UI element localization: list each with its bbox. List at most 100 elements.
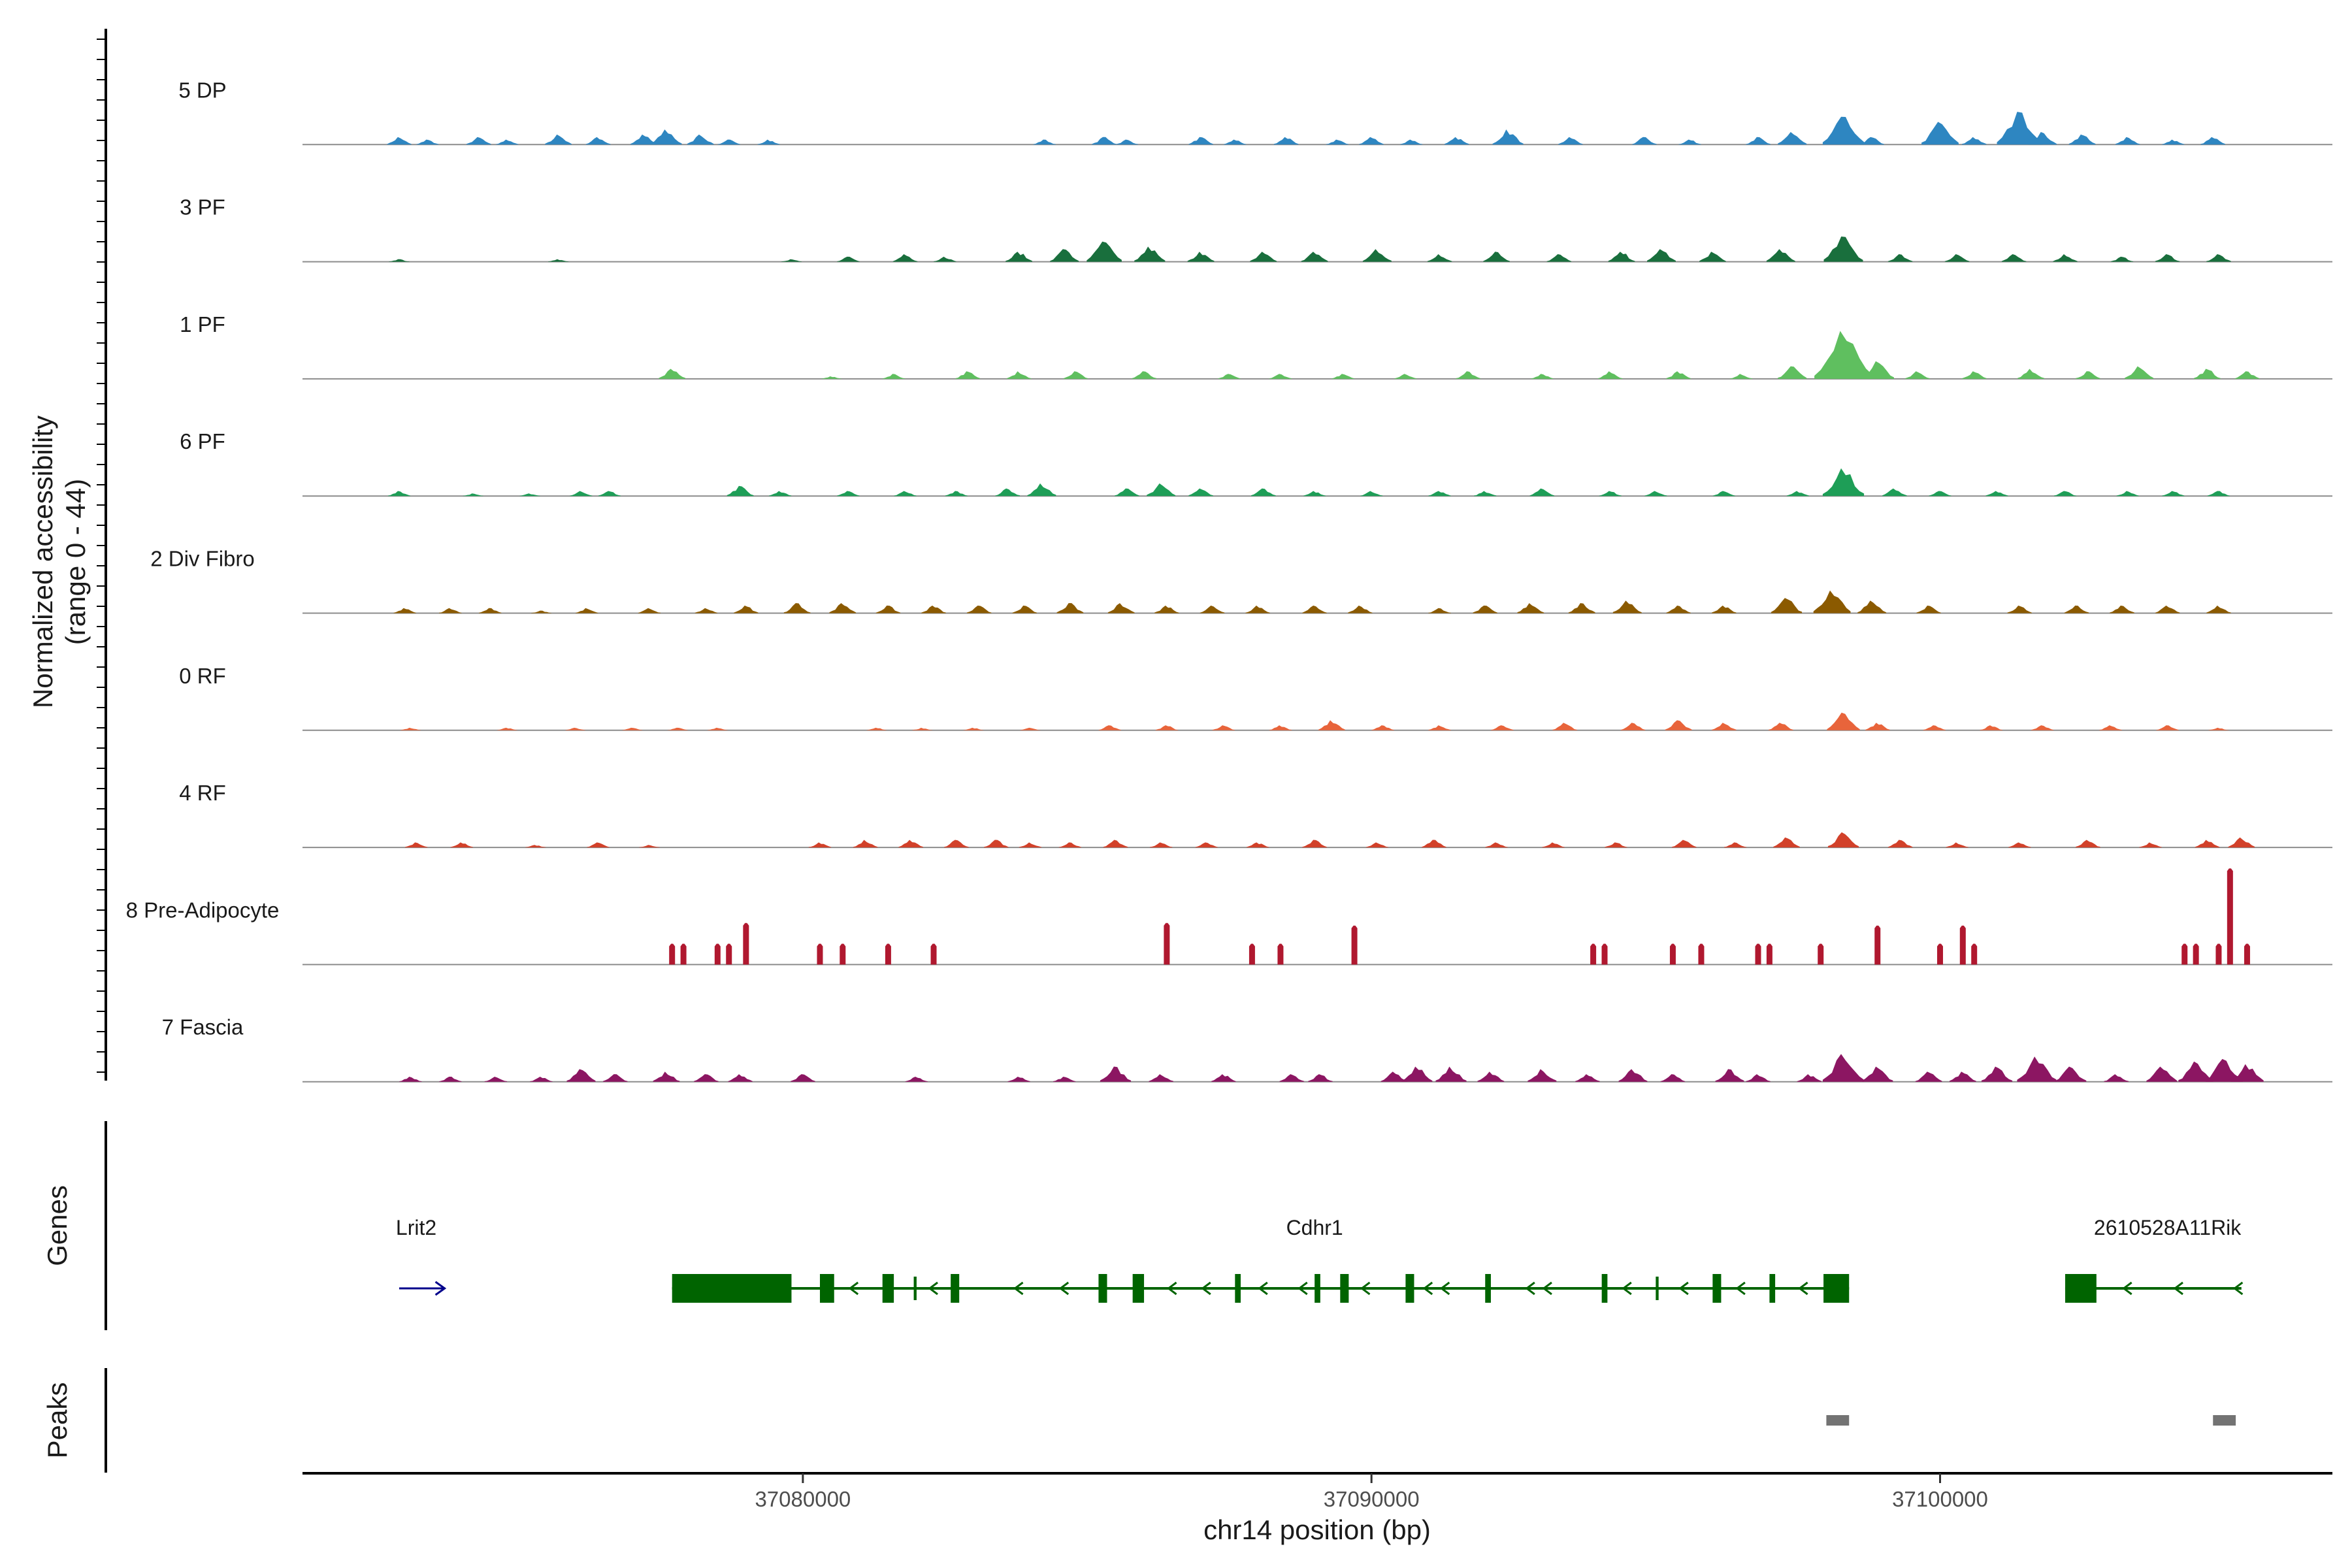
exon [1132, 1274, 1145, 1303]
coverage-peak [1971, 943, 1978, 965]
coverage-peak [496, 139, 519, 145]
coverage-peak [1666, 371, 1691, 379]
track-2-div-fibro: 2 Div Fibro [150, 547, 2332, 614]
track-label: 1 PF [180, 312, 225, 336]
strand-chevron [1298, 1281, 1308, 1296]
coverage-peak [1224, 139, 1247, 145]
coverage-peak [2031, 725, 2054, 730]
coverage-peak [808, 842, 832, 848]
coverage-peak [1755, 943, 1761, 965]
coverage-peak [2017, 368, 2045, 379]
coverage-peak [1605, 842, 1627, 848]
coverage-peak [1568, 603, 1595, 613]
coverage-peak [821, 376, 841, 379]
coverage-peak [1666, 605, 1691, 613]
coverage-peak [1380, 1071, 1408, 1082]
coverage-peak [1053, 1077, 1076, 1082]
coverage-peak [1985, 491, 2008, 497]
coverage-peak [484, 1077, 508, 1082]
coverage-peak [622, 727, 643, 730]
coverage-peak [768, 491, 792, 497]
coverage-peak [1249, 943, 1255, 965]
coverage-peak [2155, 254, 2180, 262]
coverage-peak [1647, 249, 1676, 262]
coverage-peak [1187, 252, 1215, 262]
track-4-rf: 4 RF [179, 781, 2332, 849]
coverage-peak [1245, 605, 1270, 613]
coverage-peak [882, 374, 906, 379]
coverage-peak [1308, 1074, 1333, 1082]
coverage-peak [1427, 254, 1452, 262]
coverage-peak [837, 256, 860, 262]
coverage-peak [1822, 1054, 1865, 1082]
strand-chevron [1201, 1281, 1211, 1296]
coverage-peak [1371, 725, 1394, 730]
coverage-peak [1365, 842, 1389, 848]
strand-chevron [1360, 1281, 1371, 1296]
coverage-peak [1813, 590, 1851, 613]
coverage-peak [1531, 374, 1554, 379]
coverage-peak [1546, 254, 1572, 262]
genes-panel-title: Genes [42, 1185, 73, 1266]
y-axis-ticks [97, 39, 106, 1073]
coverage-peak [707, 727, 728, 730]
coverage-peak [1331, 374, 1354, 379]
coverage-peak [955, 371, 981, 379]
coverage-peak [837, 491, 860, 497]
coverage-peak [1712, 723, 1737, 730]
coverage-peak [1916, 605, 1941, 613]
coverage-peak [2215, 943, 2222, 965]
coverage-peak [1766, 943, 1772, 965]
coverage-peak [1766, 249, 1795, 262]
strand-chevron [1013, 1281, 1024, 1296]
coverage-peak [1360, 491, 1383, 497]
coverage-peak [2234, 371, 2260, 379]
track-label: 8 Pre-Adipocyte [126, 898, 280, 922]
coverage-peak [630, 134, 657, 145]
coverage-peak [966, 605, 992, 613]
coverage-peak [892, 254, 918, 262]
coverage-peak [653, 1071, 680, 1082]
coverage-peak [2195, 840, 2220, 848]
coverage-peak [1660, 1074, 1686, 1082]
coverage-peak [734, 605, 759, 613]
coverage-peak [2053, 491, 2077, 497]
coverage-peak [1944, 254, 1970, 262]
gene-label: 2610528A11Rik [2094, 1216, 2242, 1239]
coverage-peak [587, 842, 610, 848]
genes-track: Lrit2 Cdhr1 2610528A11Rik [396, 1216, 2244, 1303]
coverage-peak [687, 134, 714, 145]
coverage-peak [2155, 605, 2180, 613]
coverage-peak [1822, 116, 1865, 145]
track-label: 4 RF [179, 781, 226, 805]
coverage-peak [2178, 1061, 2213, 1082]
coverage-peak [2125, 366, 2154, 379]
coverage-peak [781, 259, 802, 262]
coverage-peak [639, 845, 660, 848]
coverage-peak [1485, 842, 1508, 848]
coverage-peak [1050, 249, 1079, 262]
coverage-peak [389, 259, 410, 262]
coverage-peak [1678, 139, 1701, 145]
coverage-peak [1599, 491, 1622, 497]
coverage-peak [1827, 832, 1859, 848]
coverage-peak [2156, 725, 2179, 730]
coverage-peak [2162, 139, 2185, 145]
track-5-dp: 5 DP [178, 78, 2332, 146]
coverage-peak [791, 1074, 815, 1082]
coverage-peak [585, 137, 611, 145]
coverage-peak [728, 1074, 753, 1082]
coverage-peak [1874, 925, 1881, 965]
x-axis-title: chr14 position (bp) [1203, 1514, 1431, 1545]
coverage-peak [1033, 139, 1056, 145]
coverage-peak [1773, 837, 1800, 848]
coverage-peak [717, 139, 740, 145]
exon [1098, 1274, 1107, 1303]
coverage-peak [1092, 137, 1117, 145]
coverage-peak [1250, 252, 1277, 262]
coverage-peak [404, 842, 428, 848]
coverage-peak [2228, 837, 2255, 848]
coverage-peak [944, 840, 969, 848]
track-3-pf: 3 PF [180, 195, 2332, 263]
